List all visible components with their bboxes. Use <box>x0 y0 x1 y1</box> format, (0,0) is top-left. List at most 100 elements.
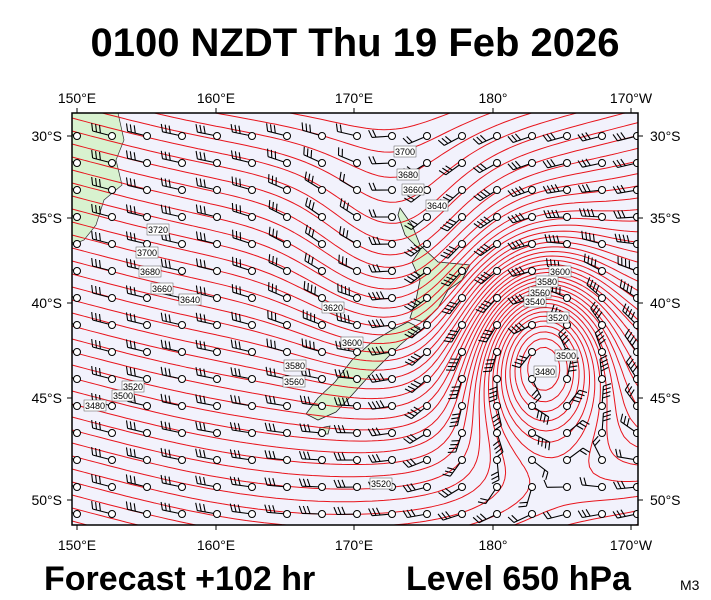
barb <box>577 158 603 168</box>
barb-station <box>528 483 536 491</box>
barb <box>614 233 638 245</box>
barb-station <box>388 456 396 464</box>
barb <box>91 447 113 461</box>
barb-station <box>528 510 536 518</box>
contour-label: 3640 <box>180 295 200 305</box>
barb-station <box>493 132 501 140</box>
barb <box>404 405 428 420</box>
barb-station <box>563 429 571 437</box>
barb <box>612 158 638 169</box>
barb-station <box>388 321 396 329</box>
barb <box>264 422 288 434</box>
barb-station <box>143 456 151 464</box>
barb <box>438 486 463 498</box>
barb-station <box>283 186 291 194</box>
barb-station <box>493 402 501 410</box>
barb <box>229 503 253 515</box>
barb-station <box>73 402 81 410</box>
barb-station <box>318 213 326 221</box>
barb-station <box>458 186 466 194</box>
barb <box>507 186 533 198</box>
barb-station <box>598 402 606 410</box>
barb-station <box>423 240 431 248</box>
barb-station <box>318 240 326 248</box>
barb <box>125 285 148 299</box>
barb-station <box>598 483 606 491</box>
barb-station <box>528 402 536 410</box>
barb-station <box>283 267 291 275</box>
barb-station <box>633 267 638 275</box>
barb-station <box>108 186 116 194</box>
barb <box>334 369 358 380</box>
barb <box>594 327 606 353</box>
barb <box>507 293 533 305</box>
barb <box>578 208 603 218</box>
barb-station <box>388 375 396 383</box>
contour <box>72 113 627 224</box>
barb <box>437 511 463 521</box>
contour-label-box <box>401 183 425 196</box>
barb-station <box>248 375 256 383</box>
barb <box>304 252 323 272</box>
forecast-label: Forecast +102 hr <box>44 560 315 598</box>
right-lat-label: 40°S <box>650 295 681 311</box>
barb-station <box>213 510 221 518</box>
barb-station <box>563 456 571 464</box>
barb-station <box>633 402 638 410</box>
barb-station <box>248 510 256 518</box>
barb-station <box>598 240 606 248</box>
barb <box>125 258 148 272</box>
barb-station <box>598 510 606 518</box>
barb-station <box>423 348 431 356</box>
title: 0100 NZDT Thu 19 Feb 2026 <box>90 21 619 65</box>
barb-station <box>248 429 256 437</box>
barb <box>264 477 288 488</box>
barb-station <box>493 186 501 194</box>
barb-station <box>73 456 81 464</box>
barb <box>125 366 148 380</box>
barb-station <box>248 213 256 221</box>
barb-station <box>143 510 151 518</box>
barb-station <box>528 159 536 167</box>
barb <box>333 424 358 434</box>
barb-station <box>388 213 396 221</box>
barb <box>230 394 253 407</box>
barb <box>543 209 568 219</box>
barb <box>125 177 148 191</box>
barb <box>440 270 463 287</box>
barb-station <box>248 240 256 248</box>
barb-station <box>248 483 256 491</box>
contour-label: 3600 <box>342 338 362 348</box>
barb-station <box>213 429 221 437</box>
barb-station <box>458 456 466 464</box>
barb <box>268 226 288 245</box>
left-lat-label: 35°S <box>31 210 62 226</box>
barb-station <box>423 159 431 167</box>
barb <box>333 506 358 516</box>
barb-station <box>73 483 81 491</box>
barb-station <box>633 456 638 464</box>
barb <box>160 177 183 191</box>
barb-station <box>73 213 81 221</box>
barb-station <box>493 348 501 356</box>
barb-station <box>213 267 221 275</box>
barb <box>472 162 498 174</box>
barb-station <box>73 294 81 302</box>
bottom-lon-label: 170°E <box>335 537 373 553</box>
right-lat-label: 30°S <box>650 128 681 144</box>
barb-station <box>318 267 326 275</box>
barb <box>230 124 253 137</box>
barb <box>624 328 638 353</box>
barb <box>229 422 253 434</box>
barb-station <box>388 348 396 356</box>
contour-label: 3500 <box>113 391 133 401</box>
barb <box>619 279 638 299</box>
barb-station <box>108 429 116 437</box>
barb-station <box>213 321 221 329</box>
barb-station <box>143 429 151 437</box>
contour-label: 3540 <box>525 297 545 307</box>
barb <box>367 346 393 356</box>
wind-barbs <box>72 122 638 524</box>
barb-station <box>633 294 638 302</box>
left-lat-label: 50°S <box>31 492 62 508</box>
